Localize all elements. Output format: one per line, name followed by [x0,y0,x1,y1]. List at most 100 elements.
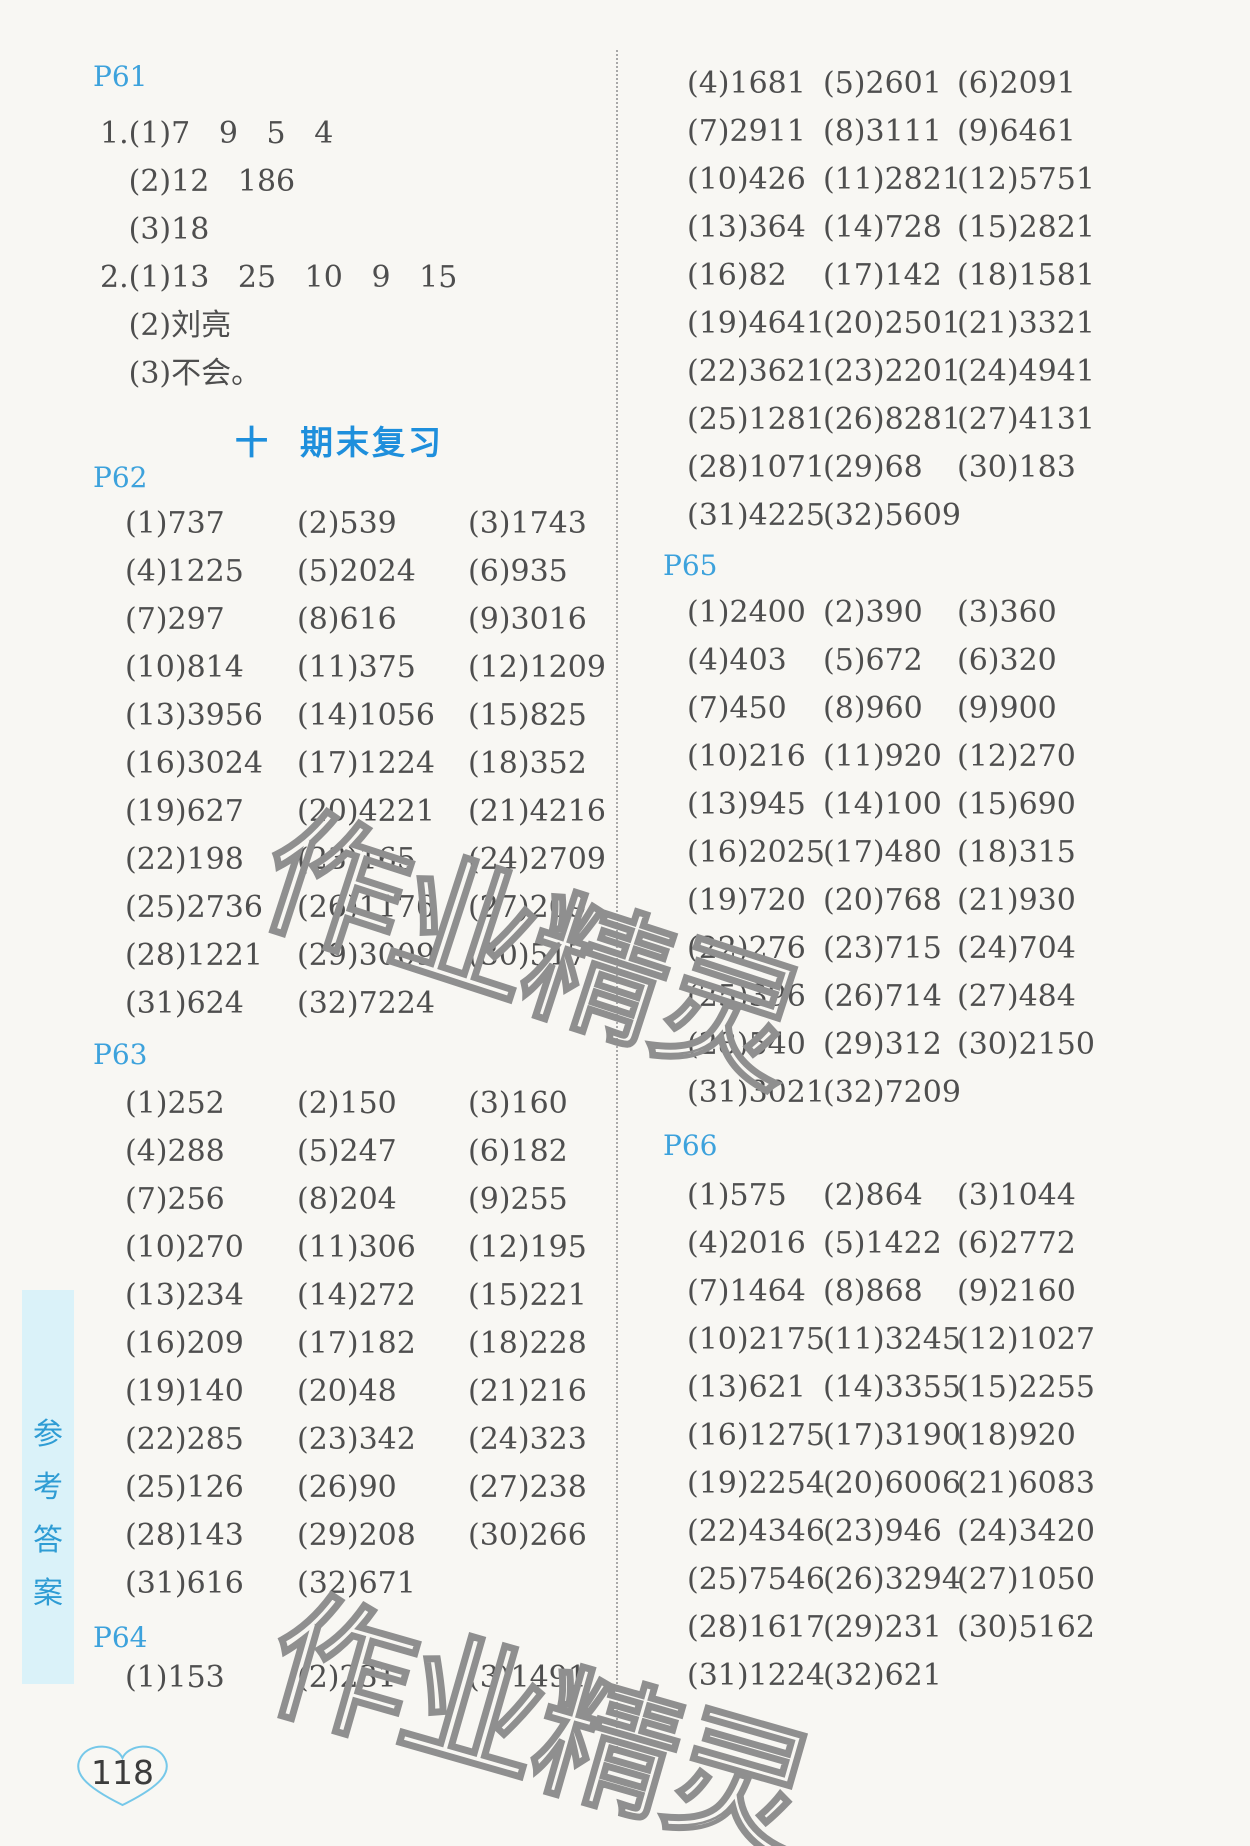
answer-cell: (13)945 [687,786,806,822]
answer-row: (25)1281 (26)8281 (27)4131 [687,395,1107,443]
sidebar-char: 参 [33,1417,63,1452]
answer-line: (3)18 [100,212,210,247]
answer-cell: (30)2150 [957,1026,1095,1062]
answer-row: (19)2254 (20)6006 (21)6083 [687,1459,1107,1507]
answer-cell: (25)1281 [687,401,825,437]
answer-cell: (16)2025 [687,834,825,870]
answer-row: (22)3621 (23)2201 (24)4941 [687,347,1107,395]
answer-cell: (4)1225 [125,553,244,589]
answer-cell: (26)3294 [823,1561,961,1597]
answer-cell: (27)209 [468,889,587,925]
answer-cell: (11)375 [297,649,416,685]
answer-cell: (17)480 [823,834,942,870]
section-header-p62: P62 [93,461,148,494]
answer-cell: (8)204 [297,1181,397,1217]
answer-cell: (32)5609 [823,497,961,533]
answer-cell: (19)140 [125,1373,244,1409]
answer-cell: (29)3009 [297,937,435,973]
answer-cell: (15)2821 [957,209,1095,245]
answer-cell: (11)306 [297,1229,416,1265]
answer-cell: (27)484 [957,978,1076,1014]
answer-line: 1.(1)7 9 5 4 [100,116,334,151]
answer-line: (2)刘亮 [100,308,232,343]
answer-cell: (32)7224 [297,985,435,1021]
answer-cell: (1)575 [687,1177,787,1213]
page-number: 118 [91,1753,154,1792]
answer-line: (2)12 186 [100,164,296,199]
answer-cell: (1)2400 [687,594,806,630]
answer-cell: (14)272 [297,1277,416,1313]
answer-grid-p62: (1)737 (2)539 (3)1743 (4)1225 (5)2024 (6)935(… [125,499,606,1027]
answer-cell: (6)182 [468,1133,568,1169]
unit-title: 十 期末复习 [235,423,444,462]
answer-row: (10)270 (11)306 (12)195 [125,1223,595,1271]
answer-row: (16)82 (17)142 (18)1581 [687,251,1107,299]
answer-row: (7)450 (8)960 (9)900 [687,684,1107,732]
answer-cell: (18)228 [468,1325,587,1361]
answer-cell: (2)150 [297,1085,397,1121]
answer-row: (25)2736 (26)1176 (27)209 [125,883,595,931]
answer-cell: (12)195 [468,1229,587,1265]
answer-cell: (18)315 [957,834,1076,870]
answer-cell: (10)2175 [687,1321,825,1357]
answer-row: (4)1681 (5)2601 (6)2091 [687,59,1107,107]
answer-cell: (1)737 [125,505,225,541]
answer-cell: (24)2709 [468,841,606,877]
answer-row: (1)737 (2)539 (3)1743 [125,499,595,547]
answer-cell: (27)4131 [957,401,1095,437]
answer-cell: (25)2736 [125,889,263,925]
answer-cell: (26)90 [297,1469,397,1505]
heart-outline-icon [77,1745,168,1807]
answer-cell: (9)6461 [957,113,1076,149]
answer-cell: (16)3024 [125,745,263,781]
answer-cell: (3)1743 [468,505,587,541]
answer-cell: (23)342 [297,1421,416,1457]
answer-row: (7)1464 (8)868 (9)2160 [687,1267,1107,1315]
answer-cell: (8)868 [823,1273,923,1309]
answer-cell: (23)2201 [823,353,961,389]
answer-row: (1)252 (2)150 (3)160 [125,1079,595,1127]
answer-cell: (29)231 [823,1609,942,1645]
answer-row: (1)2400 (2)390 (3)360 [687,588,1107,636]
answer-cell: (18)1581 [957,257,1095,293]
answer-cell: (7)2911 [687,113,806,149]
answer-row: (16)2025 (17)480 (18)315 [687,828,1107,876]
answer-line: (3)不会。 [100,356,262,391]
answer-row: (4)288 (5)247 (6)182 [125,1127,595,1175]
answer-cell: (2)231 [297,1659,397,1695]
answer-cell: (27)1050 [957,1561,1095,1597]
answer-row: (10)2175 (11)3245 (12)1027 [687,1315,1107,1363]
answer-cell: (4)403 [687,642,787,678]
answer-cell: (10)270 [125,1229,244,1265]
answer-row: (7)297 (8)616 (9)3016 [125,595,595,643]
answer-cell: (12)1027 [957,1321,1095,1357]
answer-cell: (8)616 [297,601,397,637]
answer-row: (22)285 (23)342 (24)323 [125,1415,595,1463]
answer-cell: (20)4221 [297,793,435,829]
answer-cell: (3)1044 [957,1177,1076,1213]
answer-cell: (21)930 [957,882,1076,918]
answer-cell: (11)2821 [823,161,961,197]
answer-row: (13)364 (14)728 (15)2821 [687,203,1107,251]
answer-cell: (14)3355 [823,1369,961,1405]
answer-cell: (1)252 [125,1085,225,1121]
answer-row: (4)2016 (5)1422 (6)2772 [687,1219,1107,1267]
p61-answer-lines: 1.(1)7 9 5 4 (2)12 186 (3)18 2.(1)13 25 1… [100,110,457,398]
answer-cell: (13)364 [687,209,806,245]
answer-cell: (32)7209 [823,1074,961,1110]
section-header-p65: P65 [663,549,718,582]
answer-cell: (11)920 [823,738,942,774]
answer-cell: (19)720 [687,882,806,918]
answer-cell: (20)768 [823,882,942,918]
answer-cell: (30)183 [957,449,1076,485]
answer-cell: (21)6083 [957,1465,1095,1501]
answer-cell: (13)234 [125,1277,244,1313]
answer-row: (25)396 (26)714 (27)484 [687,972,1107,1020]
answer-cell: (15)221 [468,1277,587,1313]
answer-cell: (16)209 [125,1325,244,1361]
answer-cell: (13)621 [687,1369,806,1405]
answer-cell: (30)5162 [957,1609,1095,1645]
answer-cell: (24)323 [468,1421,587,1457]
answer-cell: (2)390 [823,594,923,630]
answer-cell: (25)396 [687,978,806,1014]
